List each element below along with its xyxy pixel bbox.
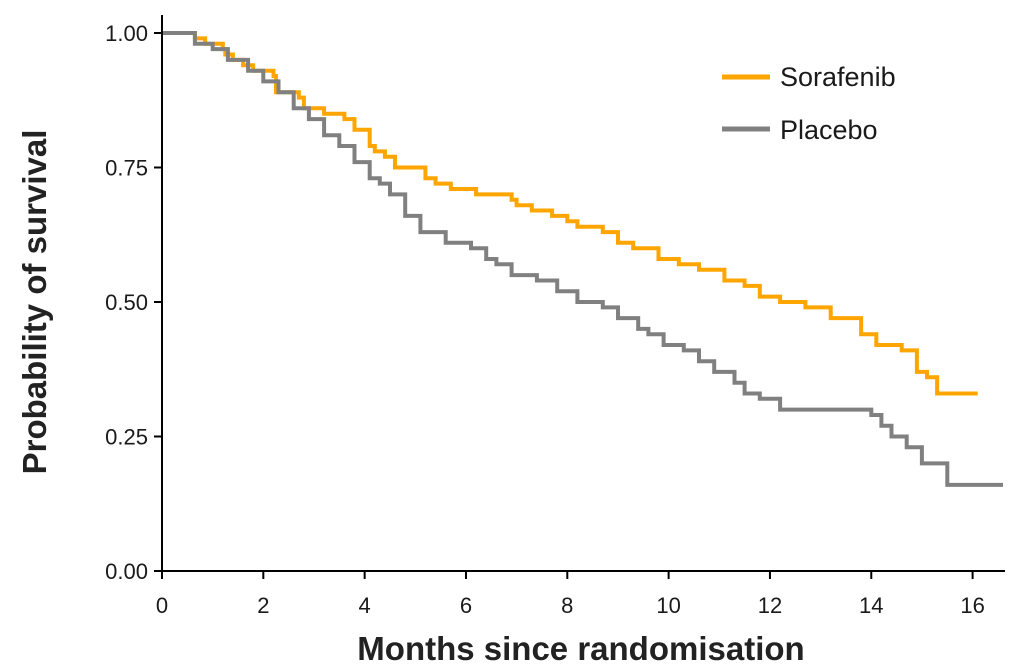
x-tick-label: 0 [156,593,168,618]
plot-lines [162,31,1003,487]
x-tick-label: 4 [359,593,371,618]
x-tick-label: 10 [656,593,680,618]
x-tick-label: 2 [257,593,269,618]
legend: Sorafenib Placebo [722,62,896,145]
x-tick-label: 6 [460,593,472,618]
legend-label-sorafenib: Sorafenib [780,62,896,92]
x-tick-label: 16 [960,593,984,618]
axes [161,15,1005,572]
x-axis-title: Months since randomisation [357,630,804,667]
x-tick-label: 12 [758,593,782,618]
y-tick-label: 0.00 [105,559,148,584]
x-tick-label: 8 [561,593,573,618]
series-line-sorafenib [162,31,978,396]
x-tick-label: 14 [859,593,883,618]
ticks: 0 2 4 6 8 10 12 14 16 0.00 0.25 0.50 0.75 1.00 [105,21,985,618]
y-axis-title: Probability of survival [16,130,53,475]
y-tick-label: 0.25 [105,425,148,450]
legend-label-placebo: Placebo [780,115,878,145]
y-tick-label: 0.50 [105,290,148,315]
series-line-placebo [162,31,1003,487]
y-tick-label: 0.75 [105,156,148,181]
y-tick-label: 1.00 [105,21,148,46]
